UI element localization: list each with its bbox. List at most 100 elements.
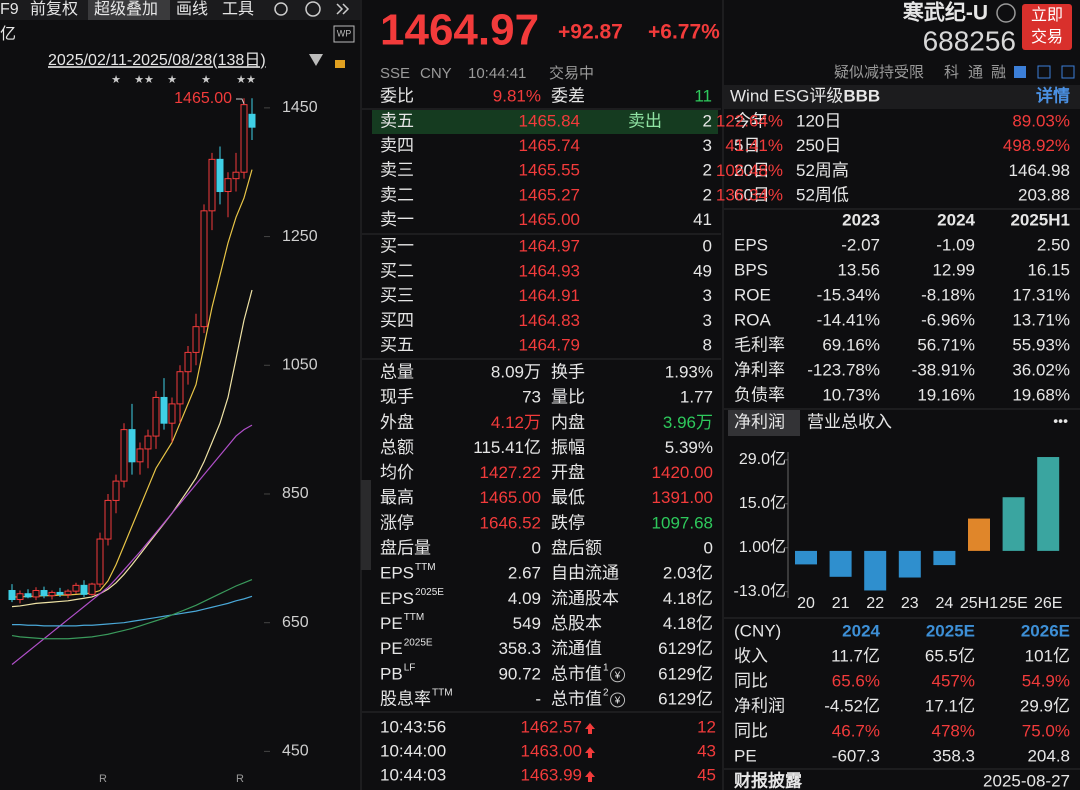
tab-active-bg bbox=[728, 410, 800, 436]
bar bbox=[829, 550, 852, 577]
forecast-value: 29.9亿 bbox=[1020, 696, 1070, 715]
expand-icon[interactable] bbox=[342, 3, 350, 15]
currency-icon-text: ¥ bbox=[614, 696, 621, 707]
candle-body bbox=[176, 371, 184, 405]
order-price: 1465.55 bbox=[519, 161, 580, 180]
forecast-column: 2025E bbox=[926, 621, 975, 640]
candle-body bbox=[120, 429, 128, 482]
quote-meta: 交易中 bbox=[549, 64, 594, 82]
up-arrow bbox=[585, 747, 595, 758]
dropdown-arrow[interactable] bbox=[309, 54, 323, 66]
info-icon[interactable] bbox=[996, 3, 1016, 23]
tab[interactable]: 净利润 bbox=[734, 412, 785, 431]
candle-body bbox=[168, 403, 176, 424]
stat-value: 0 bbox=[532, 539, 541, 558]
stock-tag: 疑似减持受限 bbox=[834, 64, 924, 81]
toolbar-item[interactable]: 工具 bbox=[222, 1, 254, 18]
toolbar-item[interactable]: 前复权 bbox=[30, 0, 78, 18]
stat-value: 1.93% bbox=[665, 362, 713, 381]
stat-label: 总市值 bbox=[551, 664, 602, 683]
stat-value: 549 bbox=[513, 614, 541, 633]
order-price: 1464.91 bbox=[519, 286, 580, 305]
stat-value: 4.18亿 bbox=[663, 614, 713, 633]
wp-icon-box[interactable] bbox=[333, 25, 355, 43]
order-price: 1465.27 bbox=[519, 185, 580, 204]
help-icon[interactable] bbox=[305, 1, 321, 17]
fin-value: -38.91% bbox=[912, 360, 975, 379]
stat-label: 总股本 bbox=[551, 614, 602, 633]
fin-label: 毛利率 bbox=[734, 335, 785, 354]
y-tick-label: 450 bbox=[282, 743, 309, 760]
stat-label: PE bbox=[380, 614, 403, 633]
return-value: 498.92% bbox=[1003, 136, 1070, 155]
candle-body bbox=[88, 583, 96, 595]
candle-body bbox=[72, 584, 80, 592]
esg-link[interactable]: 详情 bbox=[1036, 85, 1070, 105]
expand-icon[interactable] bbox=[336, 3, 344, 15]
stat-value: 6129亿 bbox=[658, 689, 713, 708]
order-volume: 3 bbox=[703, 136, 712, 155]
settings-icon[interactable] bbox=[274, 2, 288, 16]
forecast-value: 54.9% bbox=[1022, 671, 1070, 690]
trade-button-text: 交易 bbox=[1031, 28, 1063, 46]
return-label: 52周高 bbox=[796, 161, 849, 180]
return-label: 20日 bbox=[734, 161, 770, 180]
tick-price: 1462.57 bbox=[521, 717, 582, 736]
stat-label: 流通股本 bbox=[551, 589, 619, 608]
quote-meta: CNY bbox=[420, 65, 452, 82]
event-star: ★★ bbox=[134, 74, 154, 86]
bar bbox=[795, 550, 817, 565]
alert-icon[interactable] bbox=[1037, 65, 1051, 79]
candle-body bbox=[152, 396, 160, 437]
toolbar-item[interactable]: 超级叠加 bbox=[94, 0, 158, 18]
edit-icon[interactable] bbox=[1014, 66, 1026, 78]
forecast-unit: (CNY) bbox=[734, 621, 781, 640]
candle-body bbox=[192, 326, 200, 353]
lock-icon[interactable] bbox=[335, 60, 345, 68]
fin-column: 2025H1 bbox=[1010, 210, 1070, 229]
toolbar-item[interactable]: F9 bbox=[0, 1, 19, 18]
trade-button[interactable] bbox=[1022, 4, 1072, 50]
stock-tag: 通 bbox=[968, 64, 983, 81]
order-label: 卖五 bbox=[380, 111, 414, 130]
forecast-value: 101亿 bbox=[1025, 646, 1070, 665]
forecast-value: 46.7% bbox=[832, 721, 880, 740]
stat-value: 6129亿 bbox=[658, 639, 713, 658]
stat-sup: LF bbox=[404, 662, 416, 673]
order-label: 买一 bbox=[380, 236, 414, 255]
bar-x-label: 25E bbox=[999, 595, 1027, 612]
candle-body bbox=[208, 158, 216, 212]
collapse-handle[interactable] bbox=[361, 480, 371, 570]
fin-value: 19.16% bbox=[917, 385, 975, 404]
wp-icon: WP bbox=[337, 28, 352, 38]
fin-column: 2024 bbox=[937, 210, 975, 229]
order-price: 1465.84 bbox=[519, 111, 580, 130]
max-price-pointer bbox=[236, 98, 245, 105]
tab[interactable]: 营业总收入 bbox=[807, 412, 892, 431]
forecast-value: 358.3 bbox=[932, 746, 975, 765]
label: 委比 bbox=[380, 86, 414, 105]
share-icon[interactable] bbox=[1061, 65, 1075, 79]
forecast-column: 2024 bbox=[842, 621, 880, 640]
stat-sup: TTM bbox=[404, 612, 425, 623]
price-change-pct: +6.77% bbox=[648, 21, 720, 44]
stat-value: 1465.00 bbox=[480, 488, 541, 507]
stat-label: 量比 bbox=[551, 388, 585, 407]
tick-price: 1463.00 bbox=[521, 741, 582, 760]
forecast-column: 2026E bbox=[1021, 621, 1070, 640]
tick-price: 1463.99 bbox=[521, 765, 582, 784]
fin-label: 负债率 bbox=[734, 385, 785, 404]
forecast-value: 17.1亿 bbox=[925, 696, 975, 715]
order-volume: 2 bbox=[703, 185, 712, 204]
more-menu[interactable]: ••• bbox=[1053, 413, 1068, 429]
forecast-value: 11.7亿 bbox=[831, 646, 880, 665]
toolbar-item[interactable]: 画线 bbox=[176, 0, 208, 18]
forecast-value: 75.0% bbox=[1022, 721, 1070, 740]
stat-label: 盘后量 bbox=[380, 539, 431, 558]
stat-value: 1.77 bbox=[680, 388, 713, 407]
stat-label: EPS bbox=[380, 564, 414, 583]
stat-label: 内盘 bbox=[551, 413, 585, 432]
candle-body bbox=[136, 448, 144, 463]
stat-label: 总市值 bbox=[551, 689, 602, 708]
date-range[interactable]: 2025/02/11-2025/08/28(138日) bbox=[48, 52, 266, 69]
